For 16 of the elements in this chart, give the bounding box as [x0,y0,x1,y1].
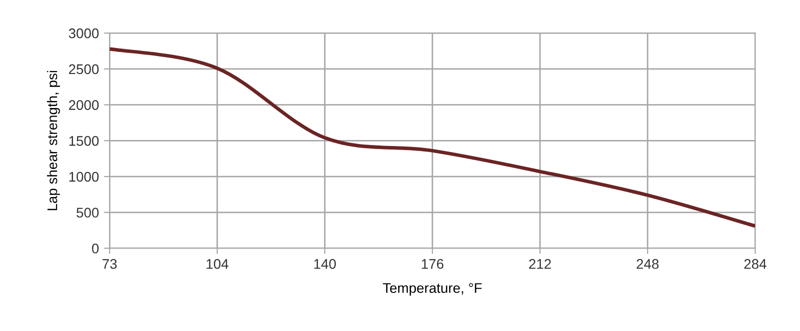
x-tick-label: 212 [529,259,551,269]
y-tick-label: 1500 [69,136,99,146]
y-tick-label: 1000 [69,172,99,182]
y-tick-label: 0 [92,244,99,254]
y-tick-label: 2000 [68,100,99,110]
x-axis-title: Temperature, °F [382,283,482,296]
y-axis-title: Lap shear strength, psi [47,70,60,210]
x-tick-label: 176 [422,259,444,269]
x-tick-label: 140 [314,259,336,269]
y-tick-label: 3000 [68,28,99,38]
x-tick-label: 284 [744,259,766,269]
y-tick-label: 2500 [68,64,99,74]
x-tick-label: 248 [636,259,659,269]
x-tick-label: 73 [102,259,117,269]
y-tick-label: 500 [76,208,99,218]
x-tick-label: 104 [206,259,228,269]
